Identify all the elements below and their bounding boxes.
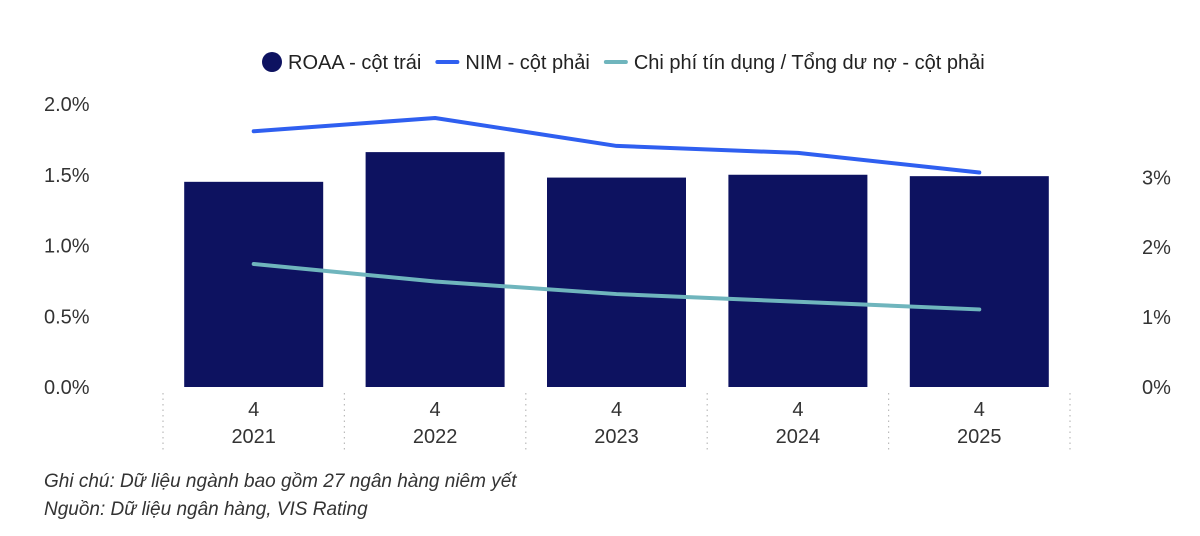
x-tick-quarter: 4 — [974, 399, 985, 421]
y-right-tick: 0% — [1142, 377, 1171, 399]
legend-label-1: ROAA - cột trái — [288, 52, 421, 74]
x-tick-year: 2024 — [776, 426, 821, 448]
y-left-tick: 0.0% — [44, 377, 90, 399]
legend-marker-1 — [262, 52, 282, 72]
y-left-tick: 2.0% — [44, 94, 90, 116]
bar-roaa-2024 — [728, 174, 868, 387]
combo-chart: ROAA - cột trái NIM - cột phải Chi phí tín… — [44, 52, 1171, 450]
line-credit-cost — [251, 262, 982, 312]
legend-label-2: NIM - cột phải — [465, 52, 589, 74]
x-tick-year: 2023 — [594, 426, 639, 448]
y-right-tick: 2% — [1142, 237, 1171, 259]
y-right-tick: 3% — [1142, 167, 1171, 189]
x-tick-quarter: 4 — [611, 399, 622, 421]
y-left-tick: 1.5% — [44, 165, 90, 187]
line-nim — [251, 115, 982, 175]
x-tick-year: 2025 — [957, 426, 1002, 448]
bar-roaa-2025 — [909, 176, 1049, 387]
x-tick-quarter: 4 — [792, 399, 803, 421]
bar-roaa-2021 — [184, 181, 324, 387]
x-tick-year: 2022 — [413, 426, 458, 448]
x-tick-quarter: 4 — [248, 399, 259, 421]
legend-label-3: Chi phí tín dụng / Tổng dư nợ - cột phải — [634, 52, 985, 74]
x-tick-year: 2021 — [231, 426, 276, 448]
y-left-tick: 0.5% — [44, 306, 90, 328]
chart-notes: Ghi chú: Dữ liệu ngành bao gồm 27 ngân h… — [44, 468, 517, 524]
y-left-tick: 1.0% — [44, 236, 90, 258]
source-text: Nguồn: Dữ liệu ngân hàng, VIS Rating — [44, 499, 368, 520]
note-text: Ghi chú: Dữ liệu ngành bao gồm 27 ngân h… — [44, 471, 517, 492]
y-right-tick: 1% — [1142, 307, 1171, 329]
bar-roaa-2022 — [365, 152, 505, 387]
bar-roaa-2023 — [547, 177, 686, 387]
x-tick-quarter: 4 — [430, 399, 441, 421]
